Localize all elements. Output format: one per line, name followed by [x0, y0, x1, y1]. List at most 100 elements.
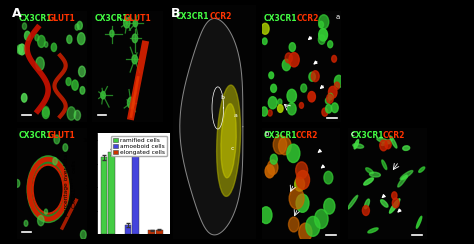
Circle shape: [267, 160, 278, 175]
Circle shape: [75, 24, 79, 30]
Ellipse shape: [368, 228, 378, 233]
Circle shape: [261, 23, 269, 34]
Circle shape: [262, 38, 267, 45]
Ellipse shape: [400, 171, 413, 180]
Bar: [125, 225, 131, 234]
Circle shape: [328, 93, 333, 100]
Text: CX3CR1: CX3CR1: [18, 132, 52, 141]
Ellipse shape: [419, 167, 425, 172]
Ellipse shape: [353, 144, 364, 148]
Ellipse shape: [354, 140, 359, 149]
Circle shape: [74, 110, 81, 120]
Circle shape: [334, 82, 339, 89]
Circle shape: [311, 71, 319, 82]
Ellipse shape: [398, 175, 407, 187]
Circle shape: [18, 44, 26, 55]
Circle shape: [15, 180, 20, 187]
Circle shape: [124, 18, 130, 28]
Circle shape: [80, 87, 85, 94]
Circle shape: [324, 171, 333, 184]
Circle shape: [326, 104, 332, 113]
Circle shape: [289, 52, 299, 67]
Circle shape: [77, 33, 85, 45]
Bar: [101, 157, 108, 234]
Circle shape: [37, 35, 45, 47]
Ellipse shape: [370, 172, 381, 177]
Circle shape: [319, 29, 328, 41]
Text: A: A: [12, 7, 21, 20]
Text: CX3CR1: CX3CR1: [175, 12, 209, 21]
Ellipse shape: [403, 146, 410, 151]
Circle shape: [35, 34, 39, 41]
Circle shape: [326, 98, 330, 104]
Circle shape: [36, 57, 44, 71]
Circle shape: [363, 205, 369, 215]
Ellipse shape: [347, 195, 358, 209]
Circle shape: [295, 177, 305, 191]
Circle shape: [67, 107, 75, 120]
Circle shape: [300, 102, 303, 108]
Ellipse shape: [377, 138, 391, 144]
Circle shape: [380, 140, 387, 151]
Circle shape: [133, 20, 137, 27]
Circle shape: [79, 66, 85, 77]
Ellipse shape: [390, 136, 397, 148]
Circle shape: [319, 21, 324, 28]
Circle shape: [63, 144, 68, 151]
Text: CCR2: CCR2: [210, 12, 232, 21]
Circle shape: [315, 209, 328, 228]
Circle shape: [289, 43, 295, 51]
Text: GLUT1: GLUT1: [47, 14, 75, 23]
Circle shape: [331, 103, 338, 112]
Ellipse shape: [382, 160, 387, 170]
Circle shape: [261, 107, 267, 116]
Text: b: b: [221, 95, 225, 100]
Circle shape: [72, 80, 78, 90]
Circle shape: [277, 105, 283, 112]
Text: GLUT1: GLUT1: [123, 14, 151, 23]
Ellipse shape: [365, 199, 370, 209]
Circle shape: [324, 198, 335, 214]
Text: a: a: [234, 113, 238, 118]
Circle shape: [322, 108, 328, 116]
Circle shape: [77, 21, 82, 30]
Circle shape: [17, 45, 23, 54]
Ellipse shape: [390, 199, 400, 213]
Circle shape: [283, 59, 291, 71]
Circle shape: [392, 192, 397, 199]
Bar: [132, 145, 139, 234]
Circle shape: [385, 140, 391, 149]
Circle shape: [271, 84, 276, 92]
Circle shape: [260, 207, 272, 224]
Circle shape: [279, 137, 291, 155]
Text: CCR2: CCR2: [383, 132, 405, 141]
Circle shape: [309, 72, 315, 81]
Circle shape: [296, 171, 310, 189]
Circle shape: [328, 41, 333, 48]
Circle shape: [301, 84, 307, 92]
Circle shape: [296, 162, 308, 179]
Ellipse shape: [381, 200, 388, 207]
Bar: [148, 231, 155, 234]
Circle shape: [67, 35, 72, 43]
Text: a: a: [336, 14, 340, 20]
Circle shape: [132, 55, 137, 64]
Circle shape: [392, 198, 399, 208]
Circle shape: [319, 15, 329, 29]
Circle shape: [268, 97, 277, 109]
Circle shape: [27, 156, 69, 223]
Text: B: B: [171, 7, 180, 20]
Circle shape: [334, 75, 343, 88]
Circle shape: [288, 103, 296, 115]
Circle shape: [327, 94, 333, 103]
Circle shape: [269, 72, 273, 79]
Circle shape: [285, 53, 292, 63]
Text: c: c: [351, 132, 355, 137]
Circle shape: [110, 30, 114, 37]
Circle shape: [22, 23, 27, 30]
Ellipse shape: [381, 139, 392, 145]
Circle shape: [270, 154, 277, 164]
Circle shape: [289, 217, 299, 232]
Circle shape: [81, 230, 86, 239]
Circle shape: [37, 215, 44, 226]
